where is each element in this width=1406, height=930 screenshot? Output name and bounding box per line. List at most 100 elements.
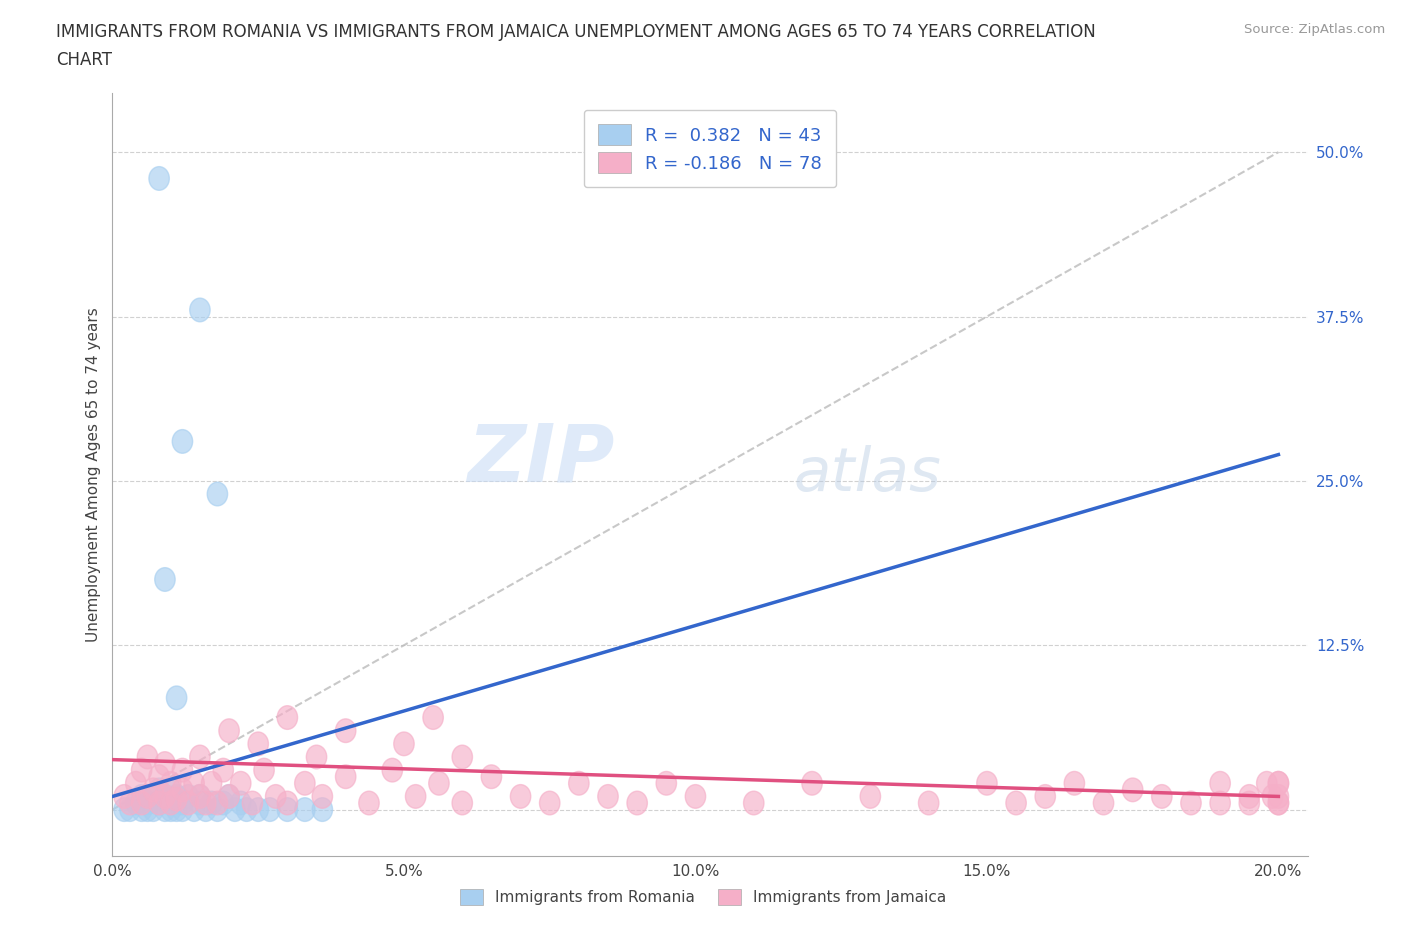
Ellipse shape <box>131 791 152 815</box>
Text: IMMIGRANTS FROM ROMANIA VS IMMIGRANTS FROM JAMAICA UNEMPLOYMENT AMONG AGES 65 TO: IMMIGRANTS FROM ROMANIA VS IMMIGRANTS FR… <box>56 23 1097 41</box>
Ellipse shape <box>1035 785 1056 808</box>
Ellipse shape <box>1239 791 1260 815</box>
Ellipse shape <box>247 732 269 756</box>
Ellipse shape <box>1005 791 1026 815</box>
Ellipse shape <box>336 764 356 789</box>
Ellipse shape <box>1152 785 1173 808</box>
Ellipse shape <box>155 567 176 591</box>
Ellipse shape <box>184 798 204 821</box>
Legend: R =  0.382   N = 43, R = -0.186   N = 78: R = 0.382 N = 43, R = -0.186 N = 78 <box>583 110 837 188</box>
Ellipse shape <box>179 791 198 815</box>
Ellipse shape <box>1211 772 1230 795</box>
Ellipse shape <box>657 772 676 795</box>
Ellipse shape <box>247 798 269 821</box>
Ellipse shape <box>1268 791 1289 815</box>
Ellipse shape <box>1211 791 1230 815</box>
Ellipse shape <box>149 166 169 191</box>
Ellipse shape <box>207 791 228 815</box>
Ellipse shape <box>120 798 141 821</box>
Ellipse shape <box>149 778 169 802</box>
Ellipse shape <box>627 791 647 815</box>
Ellipse shape <box>195 798 217 821</box>
Ellipse shape <box>160 778 181 802</box>
Ellipse shape <box>1094 791 1114 815</box>
Ellipse shape <box>744 791 763 815</box>
Ellipse shape <box>1268 772 1289 795</box>
Ellipse shape <box>155 798 176 821</box>
Ellipse shape <box>685 785 706 808</box>
Ellipse shape <box>166 686 187 710</box>
Ellipse shape <box>336 719 356 742</box>
Ellipse shape <box>195 791 217 815</box>
Ellipse shape <box>214 758 233 782</box>
Ellipse shape <box>977 772 997 795</box>
Ellipse shape <box>1239 785 1260 808</box>
Ellipse shape <box>277 798 298 821</box>
Ellipse shape <box>918 791 939 815</box>
Ellipse shape <box>138 745 157 769</box>
Ellipse shape <box>190 791 209 815</box>
Ellipse shape <box>173 430 193 453</box>
Ellipse shape <box>131 798 152 821</box>
Ellipse shape <box>382 758 402 782</box>
Ellipse shape <box>1268 772 1289 795</box>
Ellipse shape <box>312 798 333 821</box>
Ellipse shape <box>114 798 135 821</box>
Ellipse shape <box>131 785 152 808</box>
Ellipse shape <box>173 791 193 815</box>
Ellipse shape <box>277 706 298 729</box>
Ellipse shape <box>160 772 181 795</box>
Ellipse shape <box>429 772 449 795</box>
Ellipse shape <box>231 772 250 795</box>
Ellipse shape <box>160 791 181 815</box>
Ellipse shape <box>307 745 326 769</box>
Ellipse shape <box>568 772 589 795</box>
Ellipse shape <box>155 751 176 776</box>
Text: CHART: CHART <box>56 51 112 69</box>
Ellipse shape <box>1257 772 1277 795</box>
Ellipse shape <box>149 791 169 815</box>
Ellipse shape <box>1268 785 1289 808</box>
Ellipse shape <box>860 785 880 808</box>
Ellipse shape <box>173 778 193 802</box>
Ellipse shape <box>225 798 245 821</box>
Ellipse shape <box>166 785 187 808</box>
Ellipse shape <box>423 706 443 729</box>
Ellipse shape <box>155 785 176 808</box>
Ellipse shape <box>149 791 169 815</box>
Ellipse shape <box>359 791 380 815</box>
Ellipse shape <box>190 785 209 808</box>
Ellipse shape <box>394 732 415 756</box>
Ellipse shape <box>207 798 228 821</box>
Ellipse shape <box>143 785 163 808</box>
Ellipse shape <box>295 798 315 821</box>
Ellipse shape <box>1263 785 1282 808</box>
Text: ZIP: ZIP <box>467 420 614 498</box>
Ellipse shape <box>214 791 233 815</box>
Ellipse shape <box>173 758 193 782</box>
Ellipse shape <box>231 791 250 815</box>
Ellipse shape <box>179 785 198 808</box>
Ellipse shape <box>201 791 222 815</box>
Ellipse shape <box>138 785 157 808</box>
Ellipse shape <box>201 772 222 795</box>
Ellipse shape <box>155 785 176 808</box>
Ellipse shape <box>143 778 163 802</box>
Ellipse shape <box>160 798 181 821</box>
Ellipse shape <box>242 791 263 815</box>
Ellipse shape <box>236 798 257 821</box>
Ellipse shape <box>160 791 181 815</box>
Ellipse shape <box>481 764 502 789</box>
Ellipse shape <box>125 772 146 795</box>
Ellipse shape <box>1181 791 1201 815</box>
Ellipse shape <box>260 798 280 821</box>
Ellipse shape <box>120 791 141 815</box>
Ellipse shape <box>219 785 239 808</box>
Ellipse shape <box>114 785 135 808</box>
Ellipse shape <box>1268 791 1289 815</box>
Ellipse shape <box>219 719 239 742</box>
Y-axis label: Unemployment Among Ages 65 to 74 years: Unemployment Among Ages 65 to 74 years <box>86 307 101 642</box>
Ellipse shape <box>138 798 157 821</box>
Ellipse shape <box>295 772 315 795</box>
Ellipse shape <box>149 764 169 789</box>
